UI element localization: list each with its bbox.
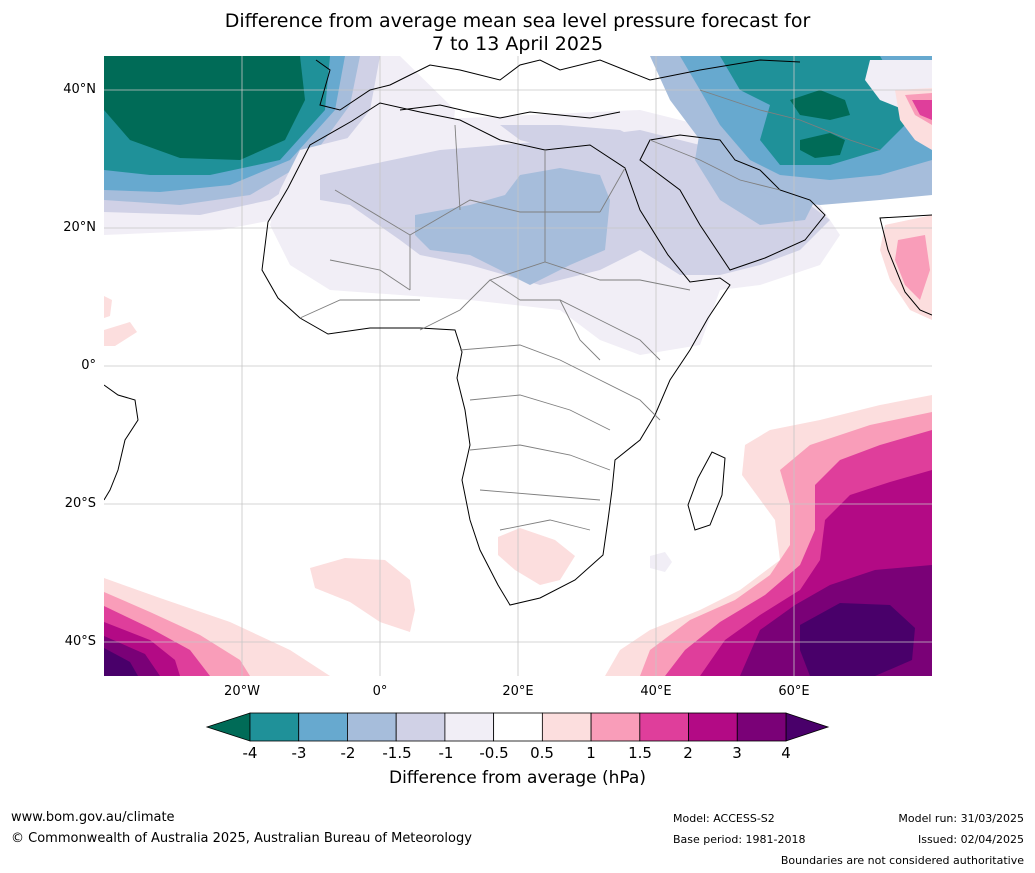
- copyright-text: © Commonwealth of Australia 2025, Austra…: [11, 831, 472, 846]
- colorbar-segment: [639, 712, 689, 742]
- lat-tick-label: 40°N: [63, 82, 96, 97]
- africa-coastline: [261, 102, 731, 606]
- south-indian-ocean-high-anomaly: [605, 395, 932, 676]
- lat-tick-label: 40°S: [64, 634, 96, 649]
- colorbar-tick-label: -0.5: [479, 744, 509, 762]
- europe-coastline: [315, 59, 801, 111]
- central-asia-low-anomaly: [650, 56, 932, 205]
- boundaries-disclaimer: Boundaries are not considered authoritat…: [780, 854, 1024, 867]
- coastlines: [104, 59, 932, 606]
- colorbar-segment: [493, 712, 543, 742]
- colorbar-segment: [395, 712, 446, 742]
- colorbar-segment: [249, 712, 300, 742]
- colorbar-tick-label: 1: [586, 744, 596, 762]
- india-high-anomaly: [880, 215, 932, 320]
- north-atlantic-low-anomaly: [104, 56, 455, 235]
- colorbar-tick-label: 2: [683, 744, 693, 762]
- model-run-date: Model run: 31/03/2025: [898, 812, 1024, 825]
- map-title-line1: Difference from average mean sea level p…: [224, 10, 811, 32]
- map-title-line2: 7 to 13 April 2025: [431, 33, 604, 55]
- colorbar-segment: [444, 712, 495, 742]
- colorbar-tick-label: -1: [438, 744, 454, 762]
- website-link[interactable]: www.bom.gov.au/climate: [11, 810, 175, 825]
- south-america-coastline: [104, 384, 139, 501]
- lon-tick-label: 20°W: [224, 684, 260, 699]
- lat-tick-label: 0°: [81, 358, 96, 373]
- country-boundaries: [299, 89, 881, 531]
- lon-tick-label: 40°E: [640, 684, 672, 699]
- colorbar-extend-low: [205, 712, 251, 742]
- colorbar-segment: [688, 712, 738, 742]
- lon-tick-label: 60°E: [778, 684, 810, 699]
- colorbar-label: Difference from average (hPa): [389, 768, 646, 788]
- colorbar-tick-label: -4: [242, 744, 258, 762]
- colorbar-tick-label: 0.5: [530, 744, 554, 762]
- lat-tick-label: 20°N: [63, 220, 96, 235]
- colorbar-segment: [298, 712, 348, 742]
- lon-tick-label: 0°: [372, 684, 388, 699]
- mediterranean-coastline: [399, 104, 621, 119]
- colorbar-tick-label: -3: [291, 744, 307, 762]
- colorbar-segment: [541, 712, 592, 742]
- colorbar-segment: [590, 712, 641, 742]
- south-atlantic-high-anomaly-south: [104, 578, 330, 676]
- issued-date: Issued: 02/04/2025: [917, 833, 1024, 846]
- south-atlantic-high-anomaly: [310, 558, 415, 632]
- small-high-anomaly: [104, 322, 137, 346]
- lat-tick-label: 20°S: [64, 496, 96, 511]
- madagascar-coastline: [687, 451, 726, 531]
- colorbar-tick-label: -1.5: [382, 744, 412, 762]
- colorbar-tick-label: 4: [781, 744, 791, 762]
- colorbar-segment: [736, 712, 787, 742]
- model-name: Model: ACCESS-S2: [673, 812, 775, 825]
- small-high-anomaly: [104, 296, 112, 318]
- map-area: [104, 56, 932, 676]
- colorbar-tick-label: -2: [340, 744, 356, 762]
- colorbar-segment: [347, 712, 397, 742]
- india-coastline: [879, 214, 932, 316]
- colorbar-extend-high: [785, 712, 830, 742]
- lon-tick-label: 20°E: [502, 684, 534, 699]
- base-period: Base period: 1981-2018: [673, 833, 806, 846]
- arabia-coastline: [639, 134, 826, 271]
- south-africa-high-anomaly: [498, 528, 575, 585]
- colorbar-tick-label: 3: [732, 744, 742, 762]
- colorbar: [205, 712, 830, 742]
- colorbar-tick-label: 1.5: [628, 744, 652, 762]
- small-low-anomaly: [650, 552, 672, 572]
- graticule: [104, 56, 932, 676]
